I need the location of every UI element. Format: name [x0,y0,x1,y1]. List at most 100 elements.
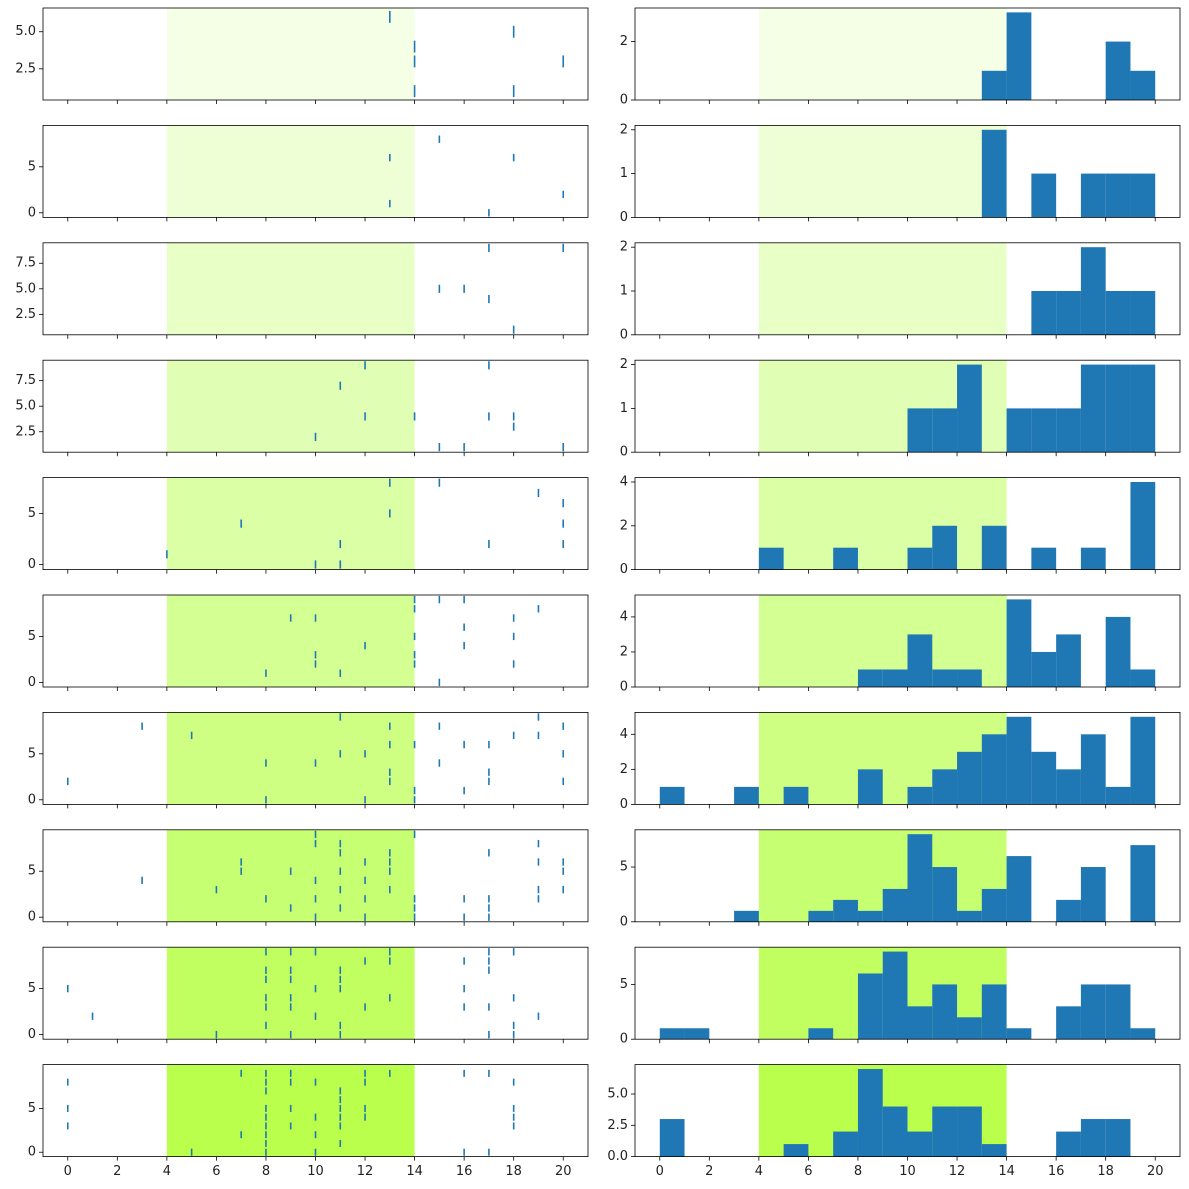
histogram-bar [659,1119,685,1157]
hist-panel-6: 0 2 4 [620,594,1181,695]
x-tick-label: 6 [804,1164,812,1179]
histogram-bar [1130,669,1156,687]
histogram-bar [1056,634,1081,687]
raster-panel-8: 05 [28,829,589,926]
x-tick-label: 16 [456,1164,473,1179]
highlight-window [758,125,1007,218]
histogram-bar [783,786,809,805]
raster-panel-10: 0 2 4 6 8 10 12 14 16 18 20 0 5 [28,1064,589,1179]
y-tick-label: 0 [28,910,36,925]
y-tick-label: 5.0 [607,1087,628,1102]
y-tick-label: 5 [28,864,36,879]
histogram-bar [1056,408,1081,453]
raster-panel-3: 2.5 5.0 7.5 [15,242,589,339]
histogram-bar [1056,899,1081,922]
raster-panel-4: 2.5 5.0 7.5 [15,359,589,457]
y-tick-label: 0 [28,675,36,690]
highlight-window [166,595,415,687]
histogram-bar [1006,408,1032,453]
hist-panel-9: 05 [620,946,1181,1047]
hist-panel-4: 0 1 2 [620,357,1181,460]
y-tick-label: 0 [620,797,628,812]
x-tick-label: 2 [705,1164,713,1179]
y-tick-label: 0 [28,205,36,220]
histogram-bar [907,1006,933,1040]
highlight-window [166,125,415,218]
histogram-bar [857,1068,883,1157]
y-tick-label: 4 [620,727,628,742]
histogram-bar [659,786,685,805]
histogram-bar [1130,1028,1156,1040]
histogram-bar [932,408,958,453]
raster-panel-9: 05 [28,946,589,1044]
histogram-bar [1130,70,1156,100]
y-tick-label: 5 [620,977,628,992]
histogram-bar [1105,173,1131,218]
x-tick-label: 8 [262,1164,270,1179]
y-tick-label: 5.0 [15,399,36,414]
x-tick-label: 10 [899,1164,916,1179]
hist-panel-7: 0 2 4 [620,712,1181,812]
x-tick-label: 14 [998,1164,1015,1179]
histogram-bar [1130,481,1156,570]
histogram-bar [1056,290,1081,335]
histogram-bar [957,1106,982,1157]
histogram-bar [882,1106,908,1157]
histogram-bar [833,1131,858,1157]
histogram-bar [981,525,1007,570]
y-tick-label: 2.5 [15,307,36,322]
raster-panel-2: 05 [28,125,589,222]
y-tick-label: 0 [620,914,628,929]
histogram-bar [1105,290,1131,335]
y-tick-label: 5 [28,629,36,644]
histogram-bar [957,669,982,687]
y-tick-label: 5 [28,1101,36,1116]
histogram-bar [1080,867,1106,922]
histogram-bar [1056,1131,1081,1157]
histogram-bar [882,888,908,922]
histogram-bar [1006,1028,1032,1040]
histogram-bar [1080,547,1106,570]
histogram-bar [783,1144,809,1157]
y-tick-label: 4 [620,474,628,489]
y-tick-label: 1 [620,283,628,298]
histogram-bar [659,1028,685,1040]
hist-panel-3: 0 1 2 [620,240,1181,342]
y-tick-label: 0 [620,327,628,342]
y-tick-label: 0 [620,93,628,108]
highlight-window [166,477,415,570]
highlight-window [758,477,1007,570]
histogram-bar [1031,173,1057,218]
y-tick-label: 2 [620,34,628,49]
y-tick-label: 5 [620,860,628,875]
y-tick-label: 1 [620,166,628,181]
y-tick-label: 5.0 [15,24,36,39]
x-tick-label: 16 [1048,1164,1065,1179]
x-tick-label: 0 [64,1164,72,1179]
histogram-bar [808,910,834,922]
x-tick-label: 4 [163,1164,171,1179]
x-tick-label: 20 [555,1164,572,1179]
histogram-bar [1080,364,1106,453]
histogram-bar [1056,769,1081,805]
histogram-bar [1130,290,1156,335]
y-tick-label: 2 [620,122,628,137]
histogram-bar [1056,1006,1081,1040]
histogram-bar [857,669,883,687]
x-tick-label: 12 [949,1164,966,1179]
histogram-bar [857,973,883,1040]
histogram-bar [981,888,1007,922]
histogram-bar [907,786,933,805]
histogram-bar [1105,616,1131,687]
y-tick-label: 7.5 [15,373,36,388]
histogram-bar [981,984,1007,1040]
y-tick-label: 0 [620,680,628,695]
y-tick-label: 0 [620,210,628,225]
hist-panel-1: 02 [620,7,1181,108]
x-tick-label: 2 [113,1164,121,1179]
hist-panel-8: 05 [620,829,1181,929]
x-tick-label: 12 [357,1164,374,1179]
histogram-bar [932,867,958,922]
histogram-bar [882,669,908,687]
